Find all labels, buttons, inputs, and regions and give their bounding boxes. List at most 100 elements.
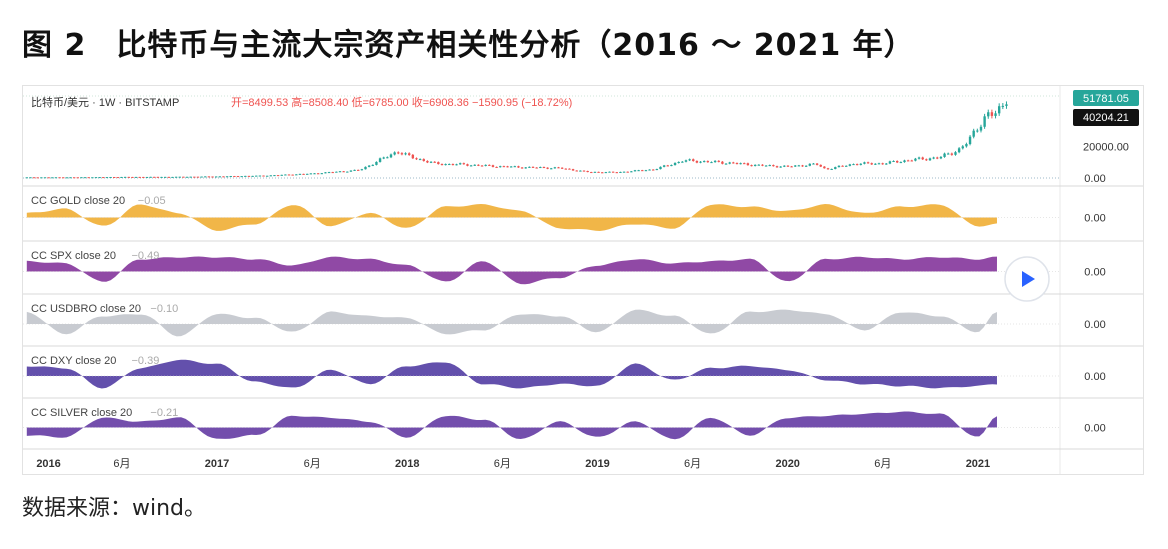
candle	[62, 177, 65, 179]
candle	[717, 160, 720, 162]
candle	[222, 176, 225, 178]
candle	[437, 162, 440, 165]
figure-title: 图 2 比特币与主流大宗资产相关性分析（2016 ～ 2021 年）	[22, 20, 915, 64]
candle	[764, 165, 768, 167]
xaxis-tick-label: 2017	[205, 458, 229, 470]
candle	[637, 170, 640, 172]
candle	[921, 157, 924, 160]
candle	[473, 164, 476, 166]
candle	[564, 168, 568, 170]
candle	[1005, 104, 1008, 106]
candle	[506, 166, 509, 168]
candle	[590, 172, 593, 174]
candle	[954, 152, 957, 155]
xaxis-tick-label: 6月	[684, 458, 701, 470]
candle	[906, 160, 910, 162]
candle	[123, 176, 127, 178]
candle	[990, 112, 994, 116]
candle	[812, 163, 815, 165]
panel-axis-label: 0.00	[1084, 213, 1105, 225]
candle	[673, 162, 677, 166]
candle	[357, 169, 360, 171]
candle	[568, 168, 571, 170]
candle	[346, 171, 349, 173]
candle	[189, 176, 192, 178]
candle	[575, 170, 578, 172]
candle	[429, 161, 433, 163]
candle	[652, 169, 655, 171]
figure-title-text: 比特币与主流大宗资产相关性分析（2016 ～ 2021 年）	[116, 28, 915, 63]
candle	[324, 172, 327, 174]
candle	[411, 154, 415, 159]
candle	[579, 170, 582, 172]
candle	[495, 166, 498, 168]
candle	[841, 165, 844, 167]
candle	[98, 177, 101, 179]
candle	[932, 157, 935, 159]
candle	[167, 176, 171, 178]
price-tick-label: 20000.00	[1083, 141, 1129, 153]
candle	[47, 177, 50, 179]
indicator-last-value: −0.39	[132, 355, 160, 367]
candle	[739, 163, 742, 165]
candle	[892, 161, 895, 163]
candle	[244, 175, 247, 177]
candle	[156, 176, 160, 178]
candle	[25, 177, 29, 179]
xaxis-tick-label: 2016	[36, 458, 60, 470]
candle	[531, 166, 535, 168]
candle	[29, 177, 32, 179]
candle	[327, 172, 331, 174]
candle	[826, 168, 830, 170]
candle	[794, 165, 797, 167]
indicator-label: CC GOLD close 20	[31, 195, 125, 207]
candle	[182, 176, 185, 178]
candle	[910, 160, 913, 162]
candle	[247, 175, 251, 177]
candle	[225, 176, 229, 178]
candle	[630, 171, 633, 173]
candle	[550, 168, 553, 170]
candle	[797, 165, 801, 167]
corr-area-2	[26, 256, 998, 285]
price-label-close: 40204.21	[1083, 112, 1129, 124]
candle	[852, 164, 855, 166]
candle	[83, 177, 87, 179]
candle	[987, 112, 990, 117]
candle	[837, 165, 841, 168]
indicator-last-value: −0.21	[150, 407, 178, 419]
candle	[207, 176, 211, 178]
candle	[899, 162, 903, 164]
candle	[619, 171, 622, 173]
candle	[87, 177, 90, 179]
candle	[848, 164, 852, 166]
candle	[815, 163, 819, 165]
xaxis-tick-label: 6月	[494, 458, 511, 470]
candle	[542, 167, 546, 169]
candle	[928, 158, 932, 161]
chart-svg[interactable]: 比特币/美元 · 1W · BITSTAMP 开=8499.53 高=8508.4…	[23, 86, 1143, 474]
candle	[433, 161, 436, 163]
candle	[51, 177, 54, 179]
candle	[415, 158, 418, 160]
candle	[185, 176, 189, 178]
candle	[251, 175, 254, 177]
candle	[240, 176, 243, 178]
candle	[196, 176, 200, 178]
candle	[976, 130, 979, 132]
candle	[819, 164, 822, 167]
candle	[877, 163, 881, 165]
candle	[571, 169, 575, 171]
candle	[338, 171, 342, 173]
candle	[440, 164, 444, 166]
candle	[903, 160, 906, 163]
candle	[367, 165, 371, 167]
chart-panel[interactable]: 比特币/美元 · 1W · BITSTAMP 开=8499.53 高=8508.4…	[22, 85, 1144, 475]
candle	[397, 152, 400, 154]
candle	[131, 176, 134, 178]
price-tick-label: 0.00	[1084, 173, 1105, 185]
candle	[69, 177, 72, 179]
candle	[983, 116, 986, 127]
candle	[757, 164, 761, 166]
candle	[925, 159, 928, 161]
